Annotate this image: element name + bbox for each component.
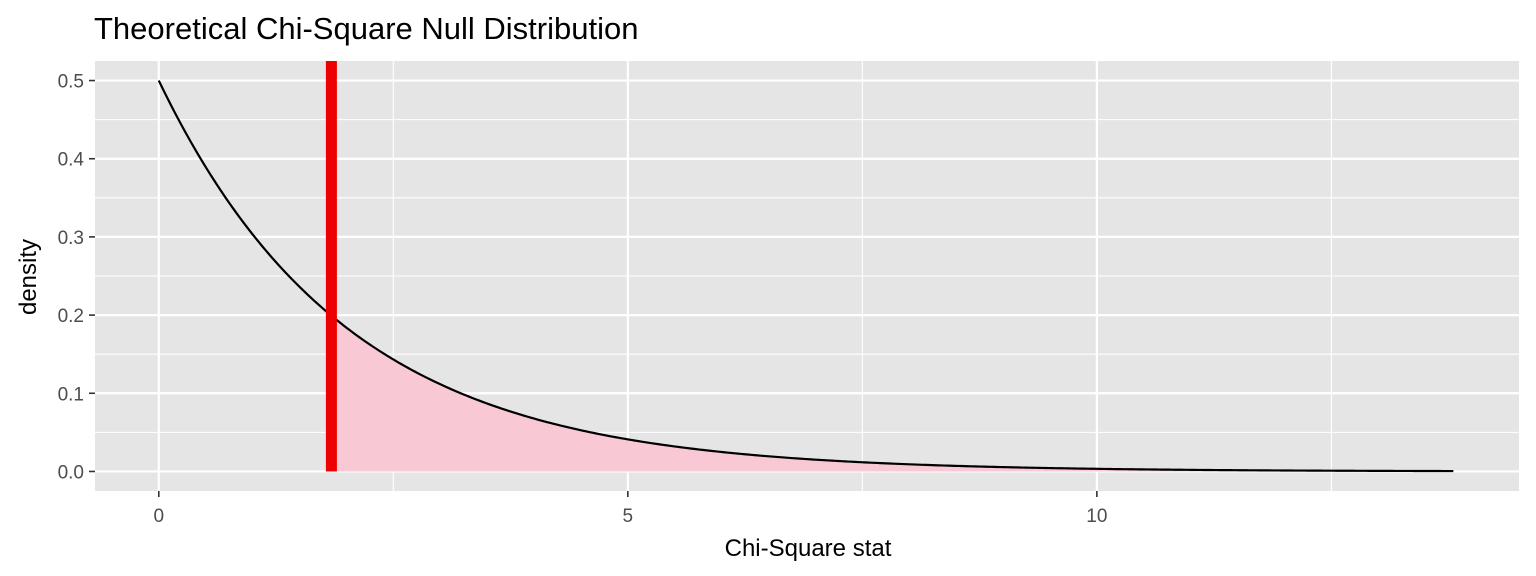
p-value-shaded-area [331, 315, 1454, 472]
y-tick-label: 0.4 [58, 150, 85, 171]
y-tick-label: 0.3 [58, 228, 84, 249]
y-tick-label: 0.1 [58, 384, 84, 405]
axis-ticks: 0 5 10 0.0 0.1 0.2 0.3 0.4 0.5 [58, 72, 1108, 527]
y-axis-title: density [15, 239, 42, 315]
x-axis-title: Chi-Square stat [725, 535, 892, 562]
observed-stat-layer [325, 61, 337, 472]
observed-stat-line [325, 61, 337, 472]
y-tick-label: 0.2 [58, 306, 84, 327]
y-tick-label: 0.0 [58, 462, 84, 483]
chart-title: Theoretical Chi-Square Null Distribution [94, 11, 638, 46]
x-tick-label: 5 [623, 506, 634, 527]
y-tick-label: 0.5 [58, 72, 84, 93]
shaded-area-layer [331, 315, 1454, 472]
density-curve [157, 80, 1454, 473]
x-tick-label: 10 [1086, 506, 1107, 527]
x-tick-label: 0 [154, 506, 165, 527]
density-curve-layer [157, 80, 1454, 473]
